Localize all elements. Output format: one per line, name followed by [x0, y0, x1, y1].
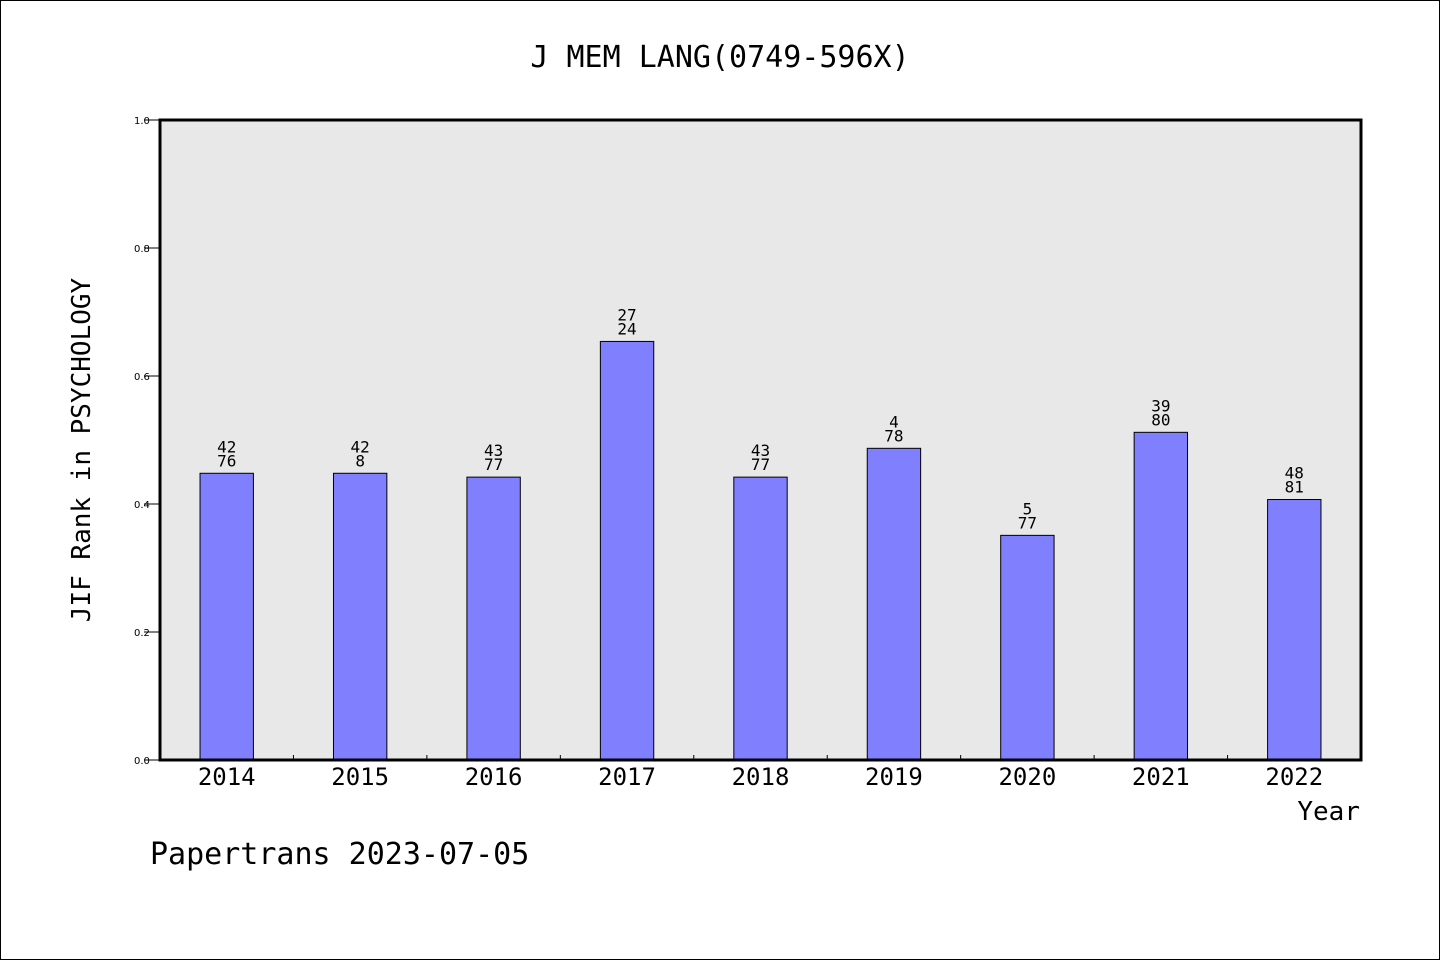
y-axis-ticks: 0.0 0.2 0.4 0.6 0.8 1.0 [134, 116, 160, 767]
x-tick-label: 2016 [465, 763, 523, 791]
footer-stamp: Papertrans 2023-07-05 [150, 837, 529, 872]
bar-value-label: 77 [484, 455, 503, 474]
bar-value-label: 42 [351, 437, 370, 456]
bar [199, 472, 254, 761]
y-tick-label: 0.2 [134, 628, 150, 639]
y-tick-label: 0.6 [134, 372, 150, 383]
bar-value-label: 78 [884, 426, 903, 445]
bar-value-label: 80 [1151, 410, 1170, 429]
bar [599, 340, 655, 761]
y-axis-label: JIF Rank in PSYCHOLOGY [67, 277, 97, 622]
bar [466, 476, 521, 761]
bar [1267, 499, 1322, 761]
bar-value-label: 43 [751, 441, 770, 460]
chart-title: J MEM LANG(0749-596X) [530, 40, 909, 75]
bar-value-label: 39 [1151, 396, 1170, 415]
bar-value-label: 42 [217, 437, 236, 456]
bar [1133, 431, 1189, 761]
x-tick-label: 2018 [732, 763, 790, 791]
bar [332, 472, 388, 761]
bar-value-label: 24 [617, 319, 636, 338]
bar-value-label: 77 [1018, 513, 1037, 532]
bar-value-label: 81 [1285, 478, 1304, 497]
bar-value-label: 48 [1285, 464, 1304, 483]
x-tick-label: 2014 [198, 763, 256, 791]
y-tick-label: 0.4 [134, 500, 150, 511]
x-tick-label: 2020 [998, 763, 1056, 791]
x-axis-ticks: 2014 2015 2016 2017 2018 2019 2020 2021 2022 [198, 755, 1323, 791]
plot-border [158, 118, 1363, 762]
bar [866, 447, 922, 761]
bar [733, 476, 788, 761]
bar-value-label: 76 [217, 451, 236, 470]
bar [1000, 534, 1055, 761]
x-tick-label: 2019 [865, 763, 923, 791]
bar-value-label: 27 [617, 305, 636, 324]
bar-value-label: 5 [1023, 499, 1033, 518]
y-tick-label: 0.8 [134, 244, 150, 255]
x-tick-label: 2017 [598, 763, 656, 791]
y-tick-label: 1.0 [134, 116, 150, 127]
x-axis-label: Year [1297, 797, 1360, 827]
x-tick-label: 2022 [1265, 763, 1323, 791]
bars-group [199, 340, 1322, 761]
x-tick-label: 2015 [331, 763, 389, 791]
bar-value-label: 4 [889, 412, 899, 431]
bar-value-label: 43 [484, 441, 503, 460]
bar-value-label: 77 [751, 455, 770, 474]
y-tick-label: 0.0 [134, 756, 150, 767]
x-tick-label: 2021 [1132, 763, 1190, 791]
bar-value-label: 8 [355, 451, 365, 470]
